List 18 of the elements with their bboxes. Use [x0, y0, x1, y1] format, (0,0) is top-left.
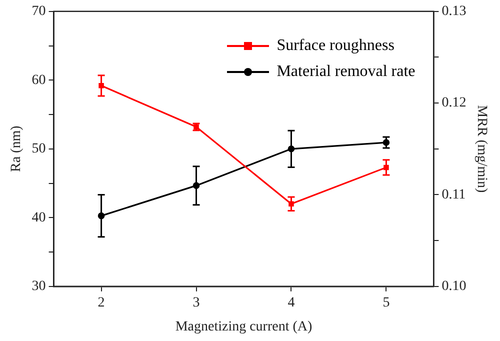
- y-tick-label: 70: [32, 4, 46, 20]
- y2-tick-label: 0.13: [442, 4, 466, 20]
- y-tick-label: 30: [32, 279, 46, 294]
- y-tick-label: 40: [32, 210, 46, 226]
- legend-label: Material removal rate: [276, 62, 416, 82]
- y-tick-label: 60: [32, 72, 46, 88]
- legend-label: Surface roughness: [276, 36, 394, 56]
- x-tick-label: 5: [382, 295, 390, 310]
- x-axis-title: Magnetizing current (A): [175, 319, 312, 334]
- y2-tick-label: 0.12: [442, 96, 466, 111]
- y-tick-label: 50: [32, 142, 46, 157]
- y2-tick-label: 0.11: [442, 187, 466, 202]
- y2-axis-title: MRR (mg/min): [474, 105, 489, 193]
- y2-tick-label: 0.10: [442, 279, 466, 294]
- x-tick-label: 3: [192, 295, 200, 310]
- x-tick-label: 4: [288, 295, 295, 310]
- y-axis-title: Ra (nm): [9, 125, 24, 172]
- x-tick-label: 2: [98, 295, 105, 310]
